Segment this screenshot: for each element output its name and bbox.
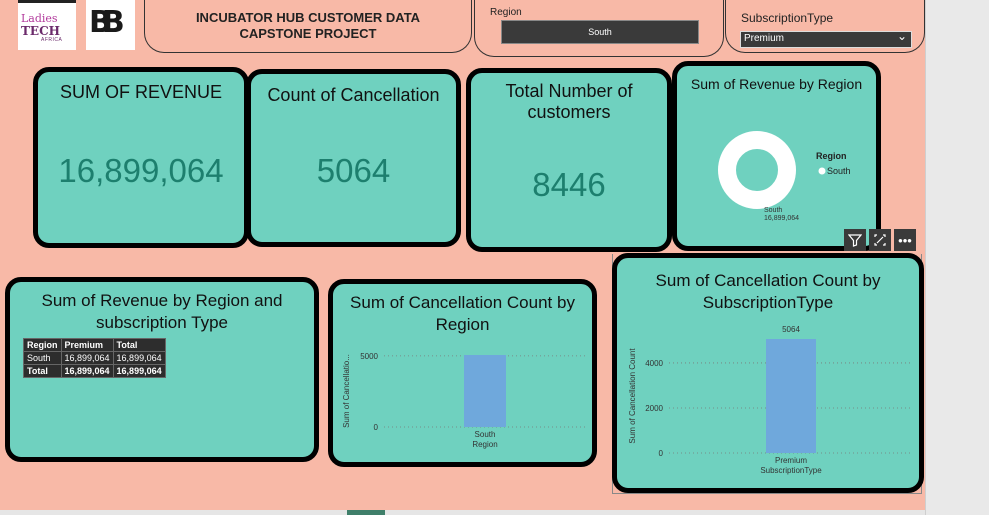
table-cell: 16,899,064 — [60, 351, 114, 365]
brand-logo: BB — [86, 0, 135, 50]
report-canvas: Ladies TECH AFRICA BB INCUBATOR HUB CUST… — [5, 0, 925, 494]
y-axis-title: Sum of Cancellation Count — [628, 348, 637, 444]
bar — [766, 339, 816, 453]
y-tick-label: 4000 — [645, 359, 663, 368]
kpi-value-revenue: 16,899,064 — [58, 152, 224, 189]
kpi-card-customers[interactable]: Total Number of customers 8446 — [466, 68, 672, 252]
x-axis-title: Region — [472, 440, 497, 449]
x-tick-label: South — [475, 430, 496, 439]
data-label: 5064 — [782, 325, 800, 334]
table-cell: South — [23, 351, 62, 365]
table-cell: 16,899,064 — [112, 364, 166, 378]
revenue-matrix-table: Region Premium Total South 16,899,064 16… — [23, 338, 166, 378]
donut-label-region: South — [764, 207, 782, 214]
kpi-title-revenue: SUM OF REVENUE — [59, 82, 223, 102]
focus-mode-icon[interactable] — [869, 229, 891, 251]
logo-text-ladies: Ladies — [21, 12, 58, 25]
table-header-cell: Premium — [60, 338, 114, 352]
y-tick-label: 5000 — [360, 352, 378, 361]
donut-title: Sum of Revenue by Region — [690, 76, 863, 92]
table-header-cell: Total — [112, 338, 166, 352]
report-title-box: INCUBATOR HUB CUSTOMER DATA CAPSTONE PRO… — [144, 0, 472, 53]
subscription-slicer[interactable]: SubscriptionType Premium ⌄ — [725, 0, 925, 53]
cancellation-by-subscription-card[interactable]: Sum of Cancellation Count by Subscriptio… — [612, 253, 924, 493]
chart1-title: Sum of Cancellation Count by Region — [350, 293, 575, 334]
visual-header-icons: ••• — [844, 229, 916, 251]
donut-slice-south — [718, 131, 796, 209]
more-options-icon[interactable]: ••• — [894, 229, 916, 251]
donut-legend-dot — [818, 167, 826, 175]
subscription-selected-value: Premium — [744, 33, 785, 44]
table-cell: 16,899,064 — [60, 364, 114, 378]
kpi-title-customers: Total Number of customers — [505, 81, 633, 122]
y-tick-label: 0 — [659, 449, 664, 458]
kpi-value-cancellation: 5064 — [316, 152, 391, 189]
donut-card[interactable]: Sum of Revenue by Region Region South So… — [672, 61, 881, 251]
filter-icon[interactable] — [844, 229, 866, 251]
report-title: INCUBATOR HUB CUSTOMER DATA CAPSTONE PRO… — [195, 10, 421, 41]
kpi-card-revenue[interactable]: SUM OF REVENUE 16,899,064 — [33, 67, 249, 248]
bar — [464, 355, 506, 427]
donut-chart: Region South South 16,899,064 — [718, 131, 851, 222]
chart2-title: Sum of Cancellation Count by Subscriptio… — [655, 271, 881, 312]
logo-text-tech: TECH — [21, 24, 60, 38]
table-header-row: Region Premium Total — [23, 338, 166, 352]
donut-legend-item: South — [827, 166, 851, 176]
right-side-panel — [925, 0, 989, 515]
y-axis-title: Sum of Cancellatio... — [342, 354, 351, 428]
subscription-dropdown[interactable]: Premium ⌄ — [740, 29, 912, 48]
x-axis-title: SubscriptionType — [760, 466, 822, 475]
donut-legend-title: Region — [816, 151, 847, 161]
page-tabs-bar — [0, 510, 925, 515]
active-page-tab[interactable] — [347, 510, 385, 515]
region-subscription-table-card[interactable]: Sum of Revenue by Region and subscriptio… — [5, 277, 319, 462]
table-row: Total 16,899,064 16,899,064 — [23, 364, 166, 378]
cancellation-by-region-card[interactable]: Sum of Cancellation Count by Region 0 500… — [328, 279, 597, 467]
table-row: South 16,899,064 16,899,064 — [23, 351, 166, 365]
region-slicer-label: Region — [490, 7, 522, 18]
chevron-down-icon[interactable]: ⌄ — [896, 29, 907, 43]
table-cell: Total — [23, 364, 62, 378]
x-tick-label: Premium — [775, 456, 807, 465]
y-tick-label: 0 — [374, 423, 379, 432]
donut-label-value: 16,899,064 — [764, 215, 799, 222]
subscription-slicer-label: SubscriptionType — [741, 11, 834, 25]
y-tick-label: 2000 — [645, 404, 663, 413]
logo-text-africa: AFRICA — [41, 37, 63, 43]
ladies-in-tech-logo: Ladies TECH AFRICA — [18, 0, 76, 50]
region-slicer-value: South — [588, 27, 612, 37]
table-cell: 16,899,064 — [112, 351, 166, 365]
cancellation-by-subscription-chart: 0 2000 4000 Premium 5064 SubscriptionType Sum … — [628, 325, 913, 475]
kpi-value-customers: 8446 — [532, 166, 606, 203]
brand-mark-text: BB — [89, 5, 125, 40]
kpi-title-cancellation: Count of Cancellation — [267, 85, 440, 105]
kpi-card-cancellation[interactable]: Count of Cancellation 5064 — [246, 69, 461, 247]
region-slicer-button[interactable]: South — [501, 20, 699, 44]
region-slicer[interactable]: Region South — [474, 0, 724, 57]
table-header-cell: Region — [23, 338, 62, 352]
table-visual-title: Sum of Revenue by Region and subscriptio… — [41, 291, 283, 332]
